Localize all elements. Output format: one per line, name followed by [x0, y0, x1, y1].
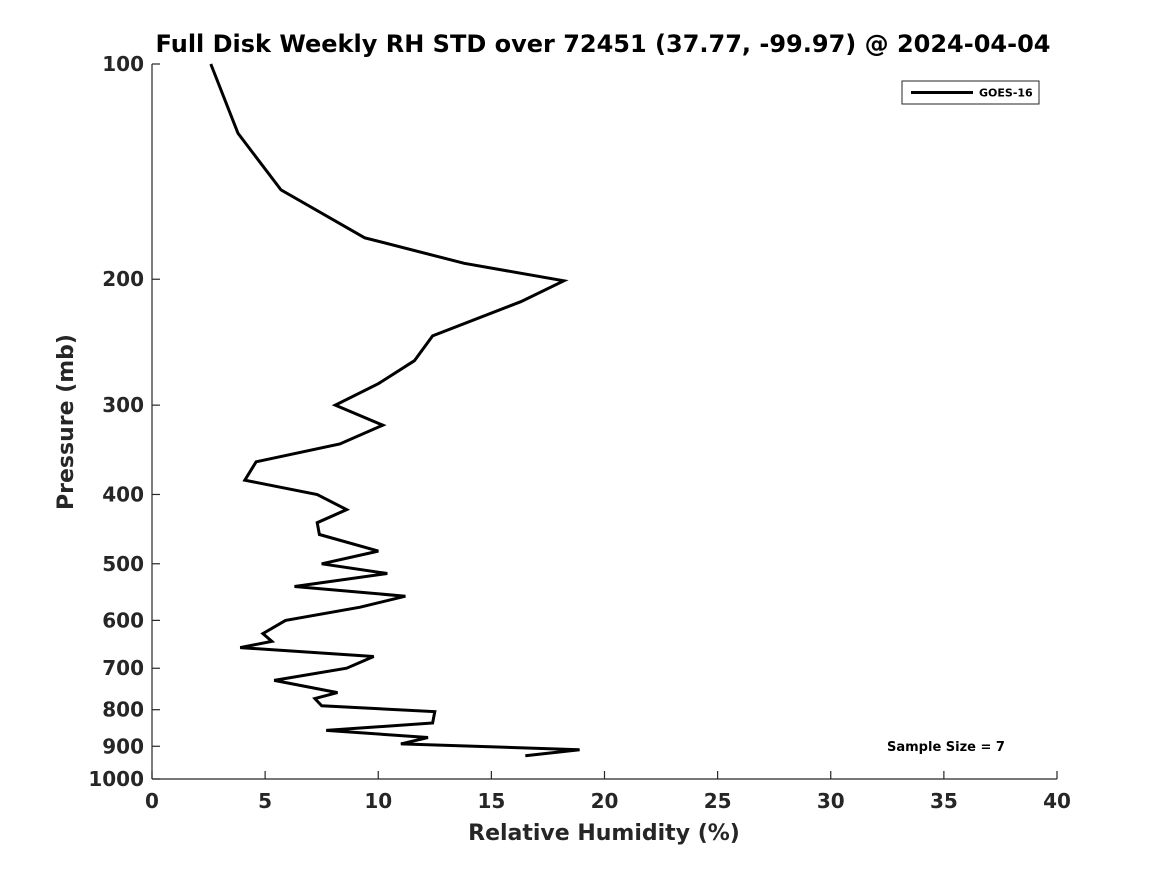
- y-axis-ticks: 100 200 300 400 500 600 700 800 900 1000: [88, 52, 160, 791]
- y-tick-label-1000: 1000: [88, 767, 144, 791]
- x-tick-label-35: 35: [930, 789, 958, 813]
- y-tick-label-600: 600: [102, 608, 144, 632]
- x-tick-label-10: 10: [364, 789, 392, 813]
- y-tick-label-100: 100: [102, 52, 144, 76]
- y-tick-label-900: 900: [102, 734, 144, 758]
- x-tick-label-15: 15: [477, 789, 505, 813]
- x-tick-label-30: 30: [817, 789, 845, 813]
- y-axis-label: Pressure (mb): [54, 334, 79, 510]
- x-axis-ticks: 0 5 10 15 20 25 30 35 40: [145, 771, 1071, 813]
- x-tick-label-20: 20: [591, 789, 619, 813]
- legend: GOES-16: [901, 80, 1040, 105]
- y-tick-label-700: 700: [102, 656, 144, 680]
- y-tick-label-500: 500: [102, 552, 144, 576]
- y-tick-label-300: 300: [102, 393, 144, 417]
- x-tick-label-40: 40: [1043, 789, 1071, 813]
- x-tick-label-5: 5: [258, 789, 272, 813]
- series-layer: [209, 63, 580, 758]
- chart-title: Full Disk Weekly RH STD over 72451 (37.7…: [156, 30, 1051, 58]
- x-tick-label-25: 25: [704, 789, 732, 813]
- sample-size-annotation: Sample Size = 7: [887, 740, 1005, 755]
- y-tick-label-800: 800: [102, 698, 144, 722]
- series-line-goes-16: [209, 63, 580, 758]
- x-tick-label-0: 0: [145, 789, 159, 813]
- x-axis-label: Relative Humidity (%): [468, 821, 740, 846]
- legend-label-goes-16: GOES-16: [979, 87, 1033, 100]
- y-tick-label-200: 200: [102, 267, 144, 291]
- y-tick-label-400: 400: [102, 482, 144, 506]
